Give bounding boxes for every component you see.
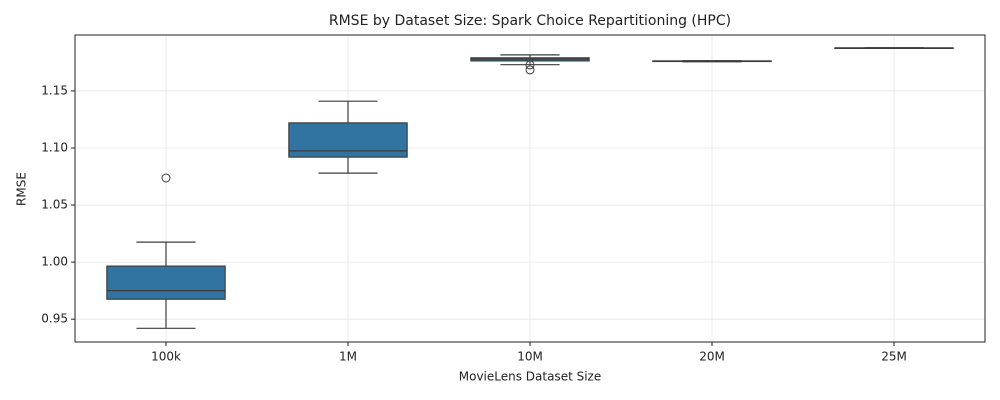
x-tick-label: 25M xyxy=(881,350,907,364)
outlier xyxy=(525,60,535,70)
y-tick-label: 1.05 xyxy=(41,198,68,212)
x-axis-label: MovieLens Dataset Size xyxy=(459,370,601,384)
y-tick-label: 1.10 xyxy=(41,140,68,154)
y-axis-label: RMSE xyxy=(15,172,29,206)
box xyxy=(288,122,408,158)
plot-frame xyxy=(74,34,986,343)
x-tick-label: 20M xyxy=(699,350,725,364)
x-tick-label: 100k xyxy=(151,350,181,364)
x-tick-label: 1M xyxy=(339,350,357,364)
outlier xyxy=(161,173,171,183)
x-tick-label: 10M xyxy=(517,350,543,364)
outlier xyxy=(525,65,535,75)
y-tick-label: 0.95 xyxy=(41,312,68,326)
box xyxy=(106,265,226,300)
chart-title: RMSE by Dataset Size: Spark Choice Repar… xyxy=(329,13,731,29)
y-tick-label: 1.15 xyxy=(41,83,68,97)
y-tick-label: 1.00 xyxy=(41,255,68,269)
